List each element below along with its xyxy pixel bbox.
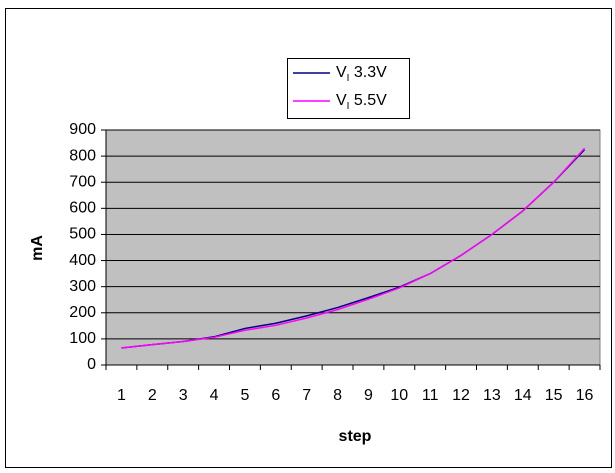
y-tick-label: 700 [69, 173, 96, 190]
legend-box [287, 58, 410, 119]
x-tick-label: 2 [148, 387, 157, 404]
x-tick-label: 8 [333, 387, 342, 404]
x-tick-label: 4 [210, 387, 219, 404]
x-tick-label: 9 [364, 387, 373, 404]
x-tick-label: 10 [390, 387, 408, 404]
x-tick-label: 1 [117, 387, 126, 404]
y-tick-label: 500 [69, 226, 96, 243]
x-tick-label: 14 [514, 387, 532, 404]
y-axis-label: mA [29, 235, 46, 261]
x-tick-label: 16 [576, 387, 594, 404]
legend-label: VI 3.3V [336, 64, 387, 83]
y-tick-label: 400 [69, 252, 96, 269]
x-tick-label: 3 [179, 387, 188, 404]
x-tick-label: 7 [302, 387, 311, 404]
y-tick-label: 900 [69, 121, 96, 138]
x-tick-label: 11 [422, 387, 439, 404]
plot-area [105, 129, 601, 366]
x-tick-label: 13 [483, 387, 501, 404]
x-tick-label: 15 [545, 387, 563, 404]
x-axis-label: step [339, 428, 372, 445]
series-line [121, 147, 586, 349]
y-tick-label: 0 [87, 356, 96, 373]
y-tick-label: 200 [69, 304, 96, 321]
y-tick-label: 300 [69, 278, 96, 295]
y-tick-label: 800 [69, 147, 96, 164]
x-tick-label: 5 [240, 387, 249, 404]
x-tick-label: 12 [452, 387, 470, 404]
y-tick-label: 600 [69, 200, 96, 217]
y-tick-label: 100 [69, 330, 96, 347]
x-tick-label: 6 [271, 387, 280, 404]
legend-label: VI 5.5V [336, 92, 387, 111]
